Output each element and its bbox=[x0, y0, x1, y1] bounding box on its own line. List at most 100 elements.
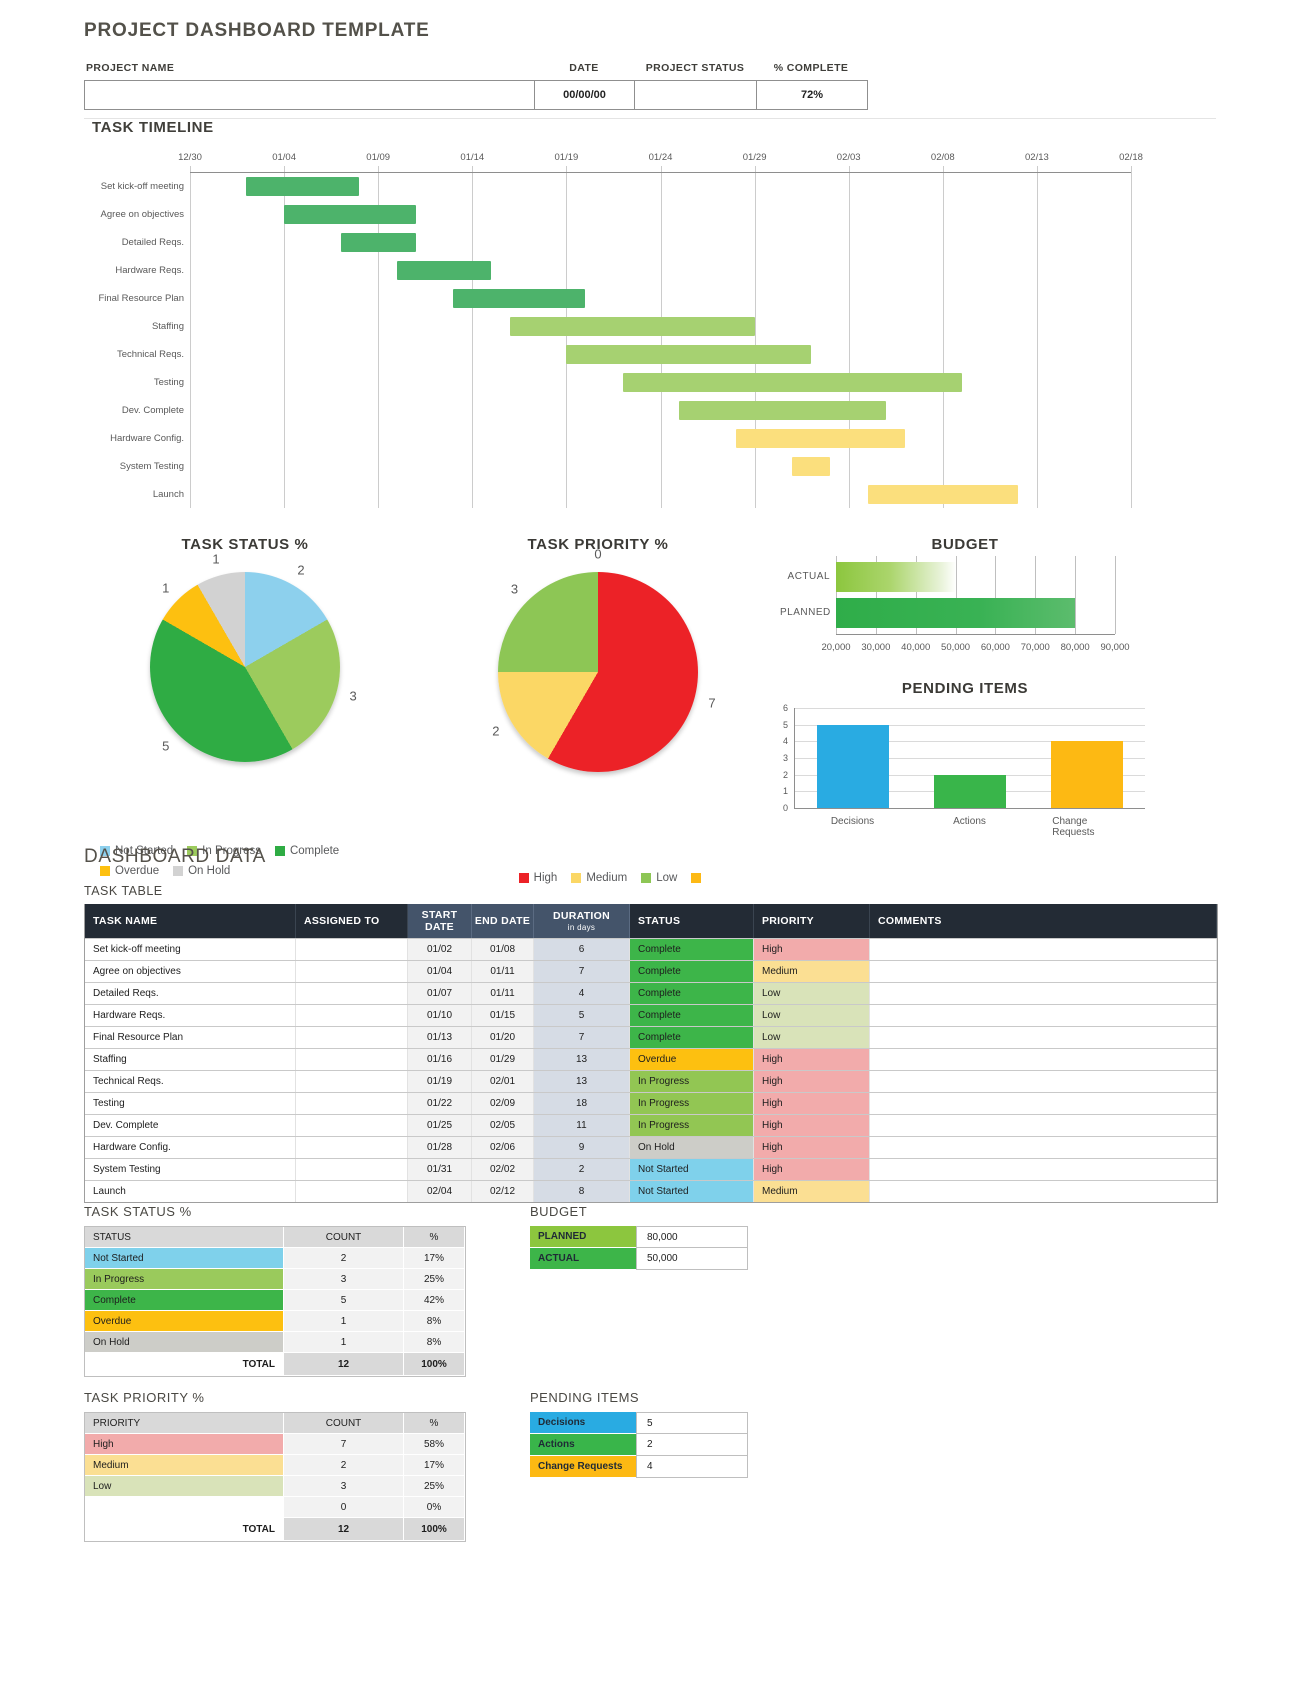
budget-chart-title: BUDGET bbox=[931, 536, 999, 553]
legend-swatch-icon bbox=[518, 873, 529, 883]
table-row: On Hold 1 8% bbox=[85, 1332, 465, 1353]
cell-start-date: 01/02 bbox=[408, 939, 472, 960]
legend-swatch-icon bbox=[571, 873, 582, 883]
table-row: Technical Reqs. 01/19 02/01 13 In Progress Hi… bbox=[85, 1070, 1217, 1092]
column-header: % bbox=[404, 1227, 465, 1248]
pie-slice-label: 5 bbox=[162, 738, 170, 754]
gantt-grid-line bbox=[1036, 166, 1038, 508]
budget-axis-tick-label: 70,000 bbox=[1020, 642, 1050, 653]
gantt-axis-tick-label: 01/09 bbox=[366, 152, 391, 163]
cell-assigned-to bbox=[296, 1071, 408, 1092]
cell-duration: 9 bbox=[534, 1137, 630, 1158]
table-row: System Testing 01/31 02/02 2 Not Started High bbox=[85, 1158, 1217, 1180]
table-row: ACTUAL 50,000 bbox=[530, 1248, 748, 1270]
task-status-table: STATUS COUNT% Not Started 2 17% In Progress 3 2… bbox=[84, 1226, 466, 1377]
legend-item: On Hold bbox=[173, 865, 230, 877]
gantt-chart: 12/30 01/04 01/09 01/14 01/19 01/24 01/29 02/03… bbox=[84, 140, 1216, 522]
total-row: TOTAL 12 100% bbox=[85, 1353, 465, 1376]
legend-item: Low bbox=[641, 872, 677, 884]
gantt-bar bbox=[622, 372, 962, 392]
gantt-task-label: Hardware Reqs. bbox=[115, 264, 184, 276]
gantt-axis-tick-label: 01/29 bbox=[742, 152, 767, 163]
cell-pct: 25% bbox=[404, 1269, 465, 1290]
gantt-axis-line bbox=[190, 172, 1131, 173]
cell-end-date: 02/09 bbox=[472, 1093, 534, 1114]
cell-value: 2 bbox=[636, 1434, 748, 1456]
budget-axis-tick-label: 90,000 bbox=[1100, 642, 1130, 653]
page-title: PROJECT DASHBOARD TEMPLATE bbox=[84, 20, 430, 41]
cell-total-count: 12 bbox=[284, 1518, 404, 1541]
pending-items-chart: 6 5 4 3 2 1 0 Decisions Actions Change Requests bbox=[770, 700, 1155, 840]
cell-comments bbox=[870, 983, 1217, 1004]
cell-comments bbox=[870, 1137, 1217, 1158]
gantt-grid-line bbox=[472, 166, 474, 508]
cell-task-name: Technical Reqs. bbox=[85, 1071, 296, 1092]
cell-status: In Progress bbox=[630, 1071, 754, 1092]
gantt-grid-line bbox=[378, 166, 380, 508]
project-name-label: PROJECT NAME bbox=[86, 62, 175, 74]
table-row: Detailed Reqs. 01/07 01/11 4 Complete Low bbox=[85, 982, 1217, 1004]
column-header: COMMENTS bbox=[870, 904, 1217, 938]
cell-priority: High bbox=[754, 1049, 870, 1070]
legend-item: High bbox=[518, 872, 557, 884]
table-row: Launch 02/04 02/12 8 Not Started Medium bbox=[85, 1180, 1217, 1202]
cell-duration: 4 bbox=[534, 983, 630, 1004]
pie-circle bbox=[150, 572, 340, 762]
cell-comments bbox=[870, 1115, 1217, 1136]
gantt-task-label: Dev. Complete bbox=[121, 404, 184, 416]
table-row: Final Resource Plan 01/13 01/20 7 Complete Lo… bbox=[85, 1026, 1217, 1048]
cell-label: Medium bbox=[85, 1455, 284, 1476]
cell-task-name: Hardware Config. bbox=[85, 1137, 296, 1158]
cell-status: On Hold bbox=[630, 1137, 754, 1158]
project-name-field[interactable] bbox=[85, 81, 535, 109]
budget-grid-line bbox=[955, 556, 957, 634]
project-info-row: 00/00/00 72% bbox=[84, 80, 868, 110]
cell-comments bbox=[870, 939, 1217, 960]
percent-complete-field[interactable]: 72% bbox=[800, 89, 824, 101]
budget-axis-tick-label: 60,000 bbox=[980, 642, 1010, 653]
cell-comments bbox=[870, 1181, 1217, 1202]
cell-task-name: Dev. Complete bbox=[85, 1115, 296, 1136]
gantt-bar bbox=[509, 316, 755, 336]
pie-slice-label: 7 bbox=[708, 695, 716, 711]
gantt-bar bbox=[735, 428, 906, 448]
table-row: Decisions 5 bbox=[530, 1412, 748, 1434]
column-header: ASSIGNED TO bbox=[296, 904, 408, 938]
cell-comments bbox=[870, 1027, 1217, 1048]
legend-swatch-icon bbox=[691, 873, 702, 883]
cell-count: 2 bbox=[284, 1455, 404, 1476]
summary-header-row: STATUS COUNT% bbox=[85, 1227, 465, 1248]
cell-task-name: Testing bbox=[85, 1093, 296, 1114]
table-row: Actions 2 bbox=[530, 1434, 748, 1456]
cell-label: Change Requests bbox=[530, 1456, 636, 1478]
legend-swatch-icon bbox=[173, 866, 184, 876]
cell-total-label: TOTAL bbox=[85, 1518, 284, 1541]
cell-task-name: Final Resource Plan bbox=[85, 1027, 296, 1048]
gantt-axis-tick-label: 02/03 bbox=[836, 152, 861, 163]
cell-label: Overdue bbox=[85, 1311, 284, 1332]
gantt-axis-tick-label: 01/24 bbox=[648, 152, 673, 163]
cell-label: PLANNED bbox=[530, 1226, 636, 1248]
project-status-field[interactable] bbox=[635, 81, 757, 109]
date-field[interactable]: 00/00/00 bbox=[535, 81, 635, 109]
cell-end-date: 01/15 bbox=[472, 1005, 534, 1026]
cell-value: 4 bbox=[636, 1456, 748, 1478]
table-row: Complete 5 42% bbox=[85, 1290, 465, 1311]
table-row: In Progress 3 25% bbox=[85, 1269, 465, 1290]
cell-pct: 58% bbox=[404, 1434, 465, 1455]
task-priority-pie: 7 2 3 0 bbox=[492, 547, 716, 772]
summary-header-row: PRIORITY COUNT% bbox=[85, 1413, 465, 1434]
legend-item: In Progress bbox=[187, 845, 261, 857]
cell-status: Complete bbox=[630, 1027, 754, 1048]
pie-slice-label: 1 bbox=[162, 580, 170, 596]
section-divider bbox=[84, 118, 1216, 119]
pending-bar bbox=[933, 774, 1006, 808]
cell-count: 2 bbox=[284, 1248, 404, 1269]
pending-category-label: Actions bbox=[953, 816, 986, 827]
column-header: STATUS bbox=[630, 904, 754, 938]
column-header: COUNT bbox=[284, 1227, 404, 1248]
budget-grid-line bbox=[1115, 556, 1116, 634]
cell-assigned-to bbox=[296, 1137, 408, 1158]
cell-status: Complete bbox=[630, 961, 754, 982]
budget-axis-line bbox=[836, 634, 1115, 635]
